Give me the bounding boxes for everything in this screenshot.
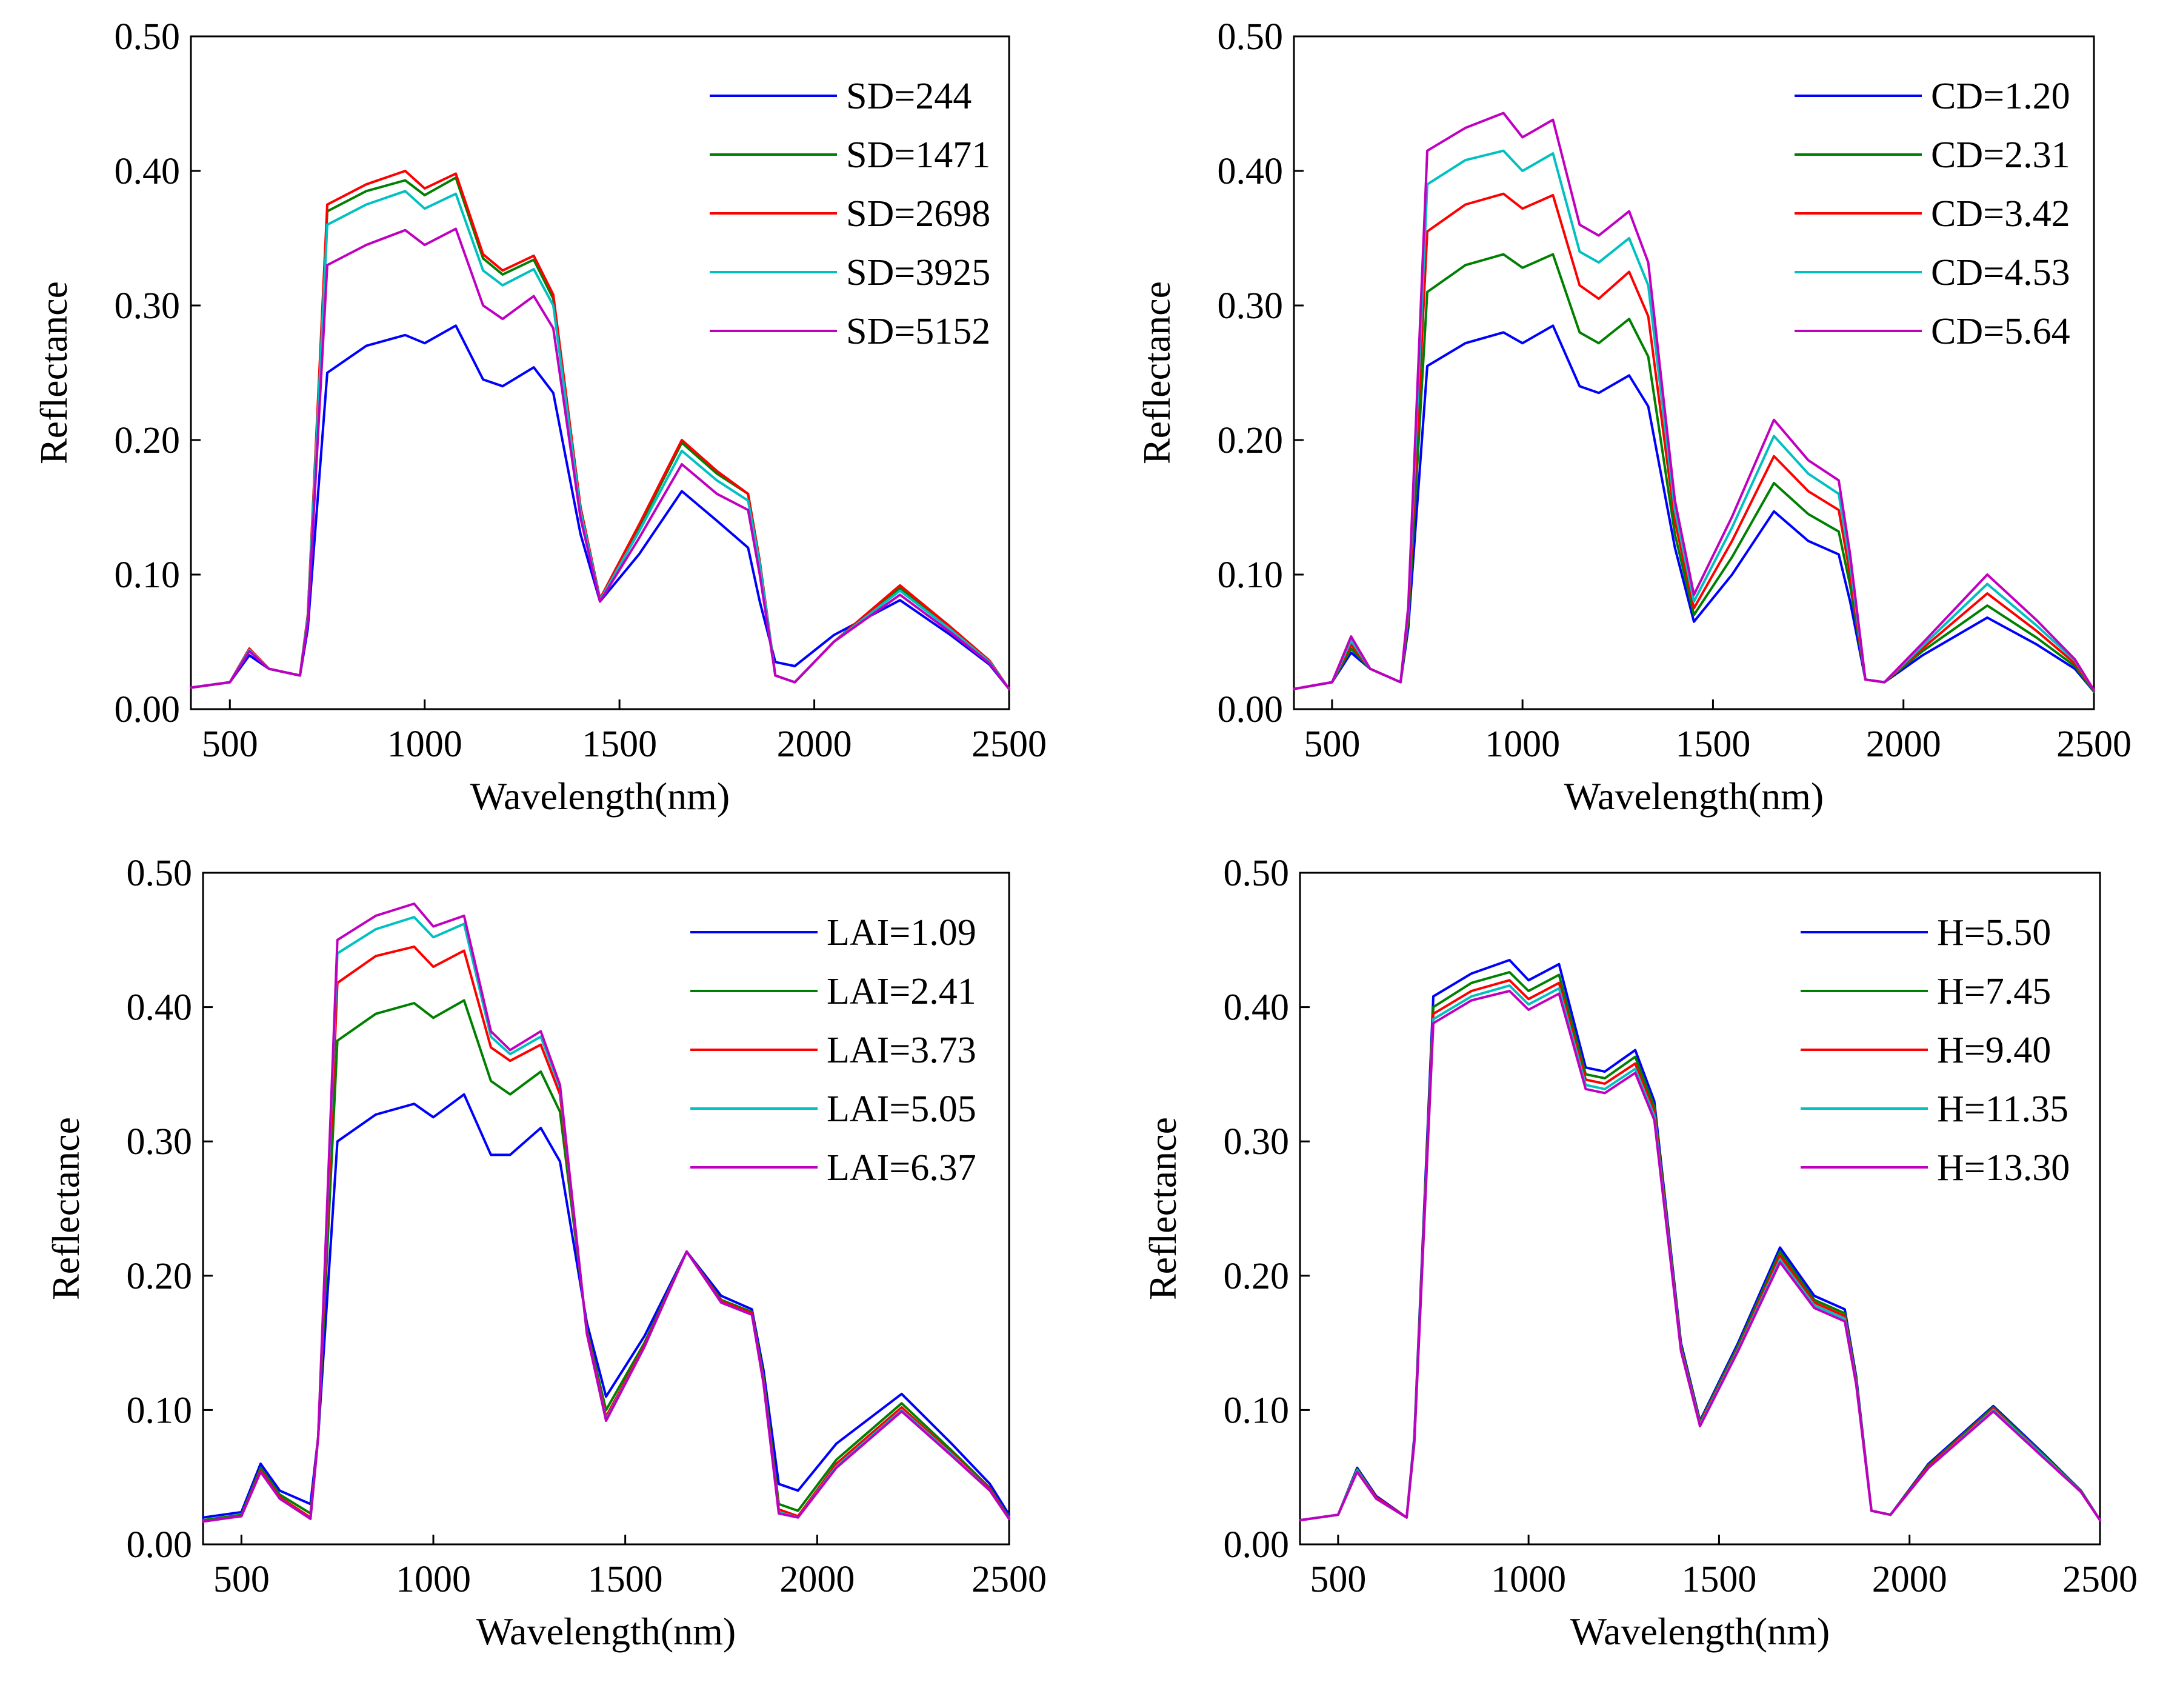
x-tick-label: 2000: [1866, 724, 1941, 765]
legend-label-2: H=7.45: [1937, 971, 2051, 1012]
legend-label-3: LAI=3.73: [827, 1030, 976, 1071]
x-tick-label: 2500: [972, 1559, 1047, 1600]
y-tick-label: 0.00: [127, 1524, 193, 1566]
y-tick-label: 0.50: [1218, 16, 1284, 58]
plot-frame: [1299, 872, 2101, 1546]
legend-label-4: SD=3925: [846, 252, 990, 293]
y-axis-label: Reflectance: [1135, 281, 1178, 464]
y-tick-label: 0.50: [127, 853, 193, 894]
y-tick-label: 0.10: [115, 555, 181, 596]
y-tick-label: 0.20: [1218, 420, 1284, 461]
legend-label-2: LAI=2.41: [827, 971, 976, 1012]
x-axis-label: Wavelength(nm): [1570, 1610, 1830, 1653]
x-tick-label: 1000: [1485, 724, 1560, 765]
x-tick-label: 2000: [779, 1559, 855, 1600]
y-tick-label: 0.00: [115, 689, 181, 730]
legend-label-5: H=13.30: [1937, 1147, 2070, 1189]
chart-panel-3: 500 1000 1500 2000 2500 0.00 0.10 0.20 0.30 0.40 0…: [44, 853, 1047, 1653]
x-tick-label: 1500: [1675, 724, 1750, 765]
legend-label-3: H=9.40: [1937, 1030, 2051, 1071]
legend-label-4: CD=4.53: [1931, 252, 2070, 293]
legend-label-1: H=5.50: [1937, 912, 2051, 953]
legend-label-1: LAI=1.09: [827, 912, 976, 953]
legend-label-1: SD=244: [846, 76, 972, 117]
y-axis-label: Reflectance: [1141, 1117, 1184, 1300]
x-tick-label: 2500: [972, 724, 1047, 765]
legend-label-2: SD=1471: [846, 135, 990, 176]
x-tick-label: 1500: [1681, 1559, 1756, 1600]
y-axis-label: Reflectance: [32, 281, 75, 464]
series-line-3: [190, 170, 1010, 690]
y-tick-label: 0.10: [1224, 1390, 1290, 1431]
x-axis-label: Wavelength(nm): [470, 775, 730, 818]
legend-label-2: CD=2.31: [1931, 135, 2070, 176]
x-axis-label: Wavelength(nm): [476, 1610, 736, 1653]
y-tick-label: 0.10: [127, 1390, 193, 1431]
y-tick-label: 0.50: [115, 16, 181, 58]
y-tick-label: 0.30: [127, 1121, 193, 1163]
legend-label-4: H=11.35: [1937, 1089, 2068, 1130]
legend-label-1: CD=1.20: [1931, 76, 2070, 117]
legend-label-5: SD=5152: [846, 311, 990, 352]
chart-panel-2: 500 1000 1500 2000 2500 0.00 0.10 0.20 0.30 0.40 0…: [1135, 16, 2132, 818]
series-line-5: [1299, 990, 2101, 1522]
y-tick-label: 0.20: [1224, 1256, 1290, 1297]
x-tick-label: 2500: [2062, 1559, 2138, 1600]
y-tick-label: 0.50: [1224, 853, 1290, 894]
chart-panel-1: 500 1000 1500 2000 2500 0.00 0.10 0.20 0.30 0.40 0…: [32, 16, 1047, 818]
x-tick-label: 500: [202, 724, 258, 765]
series-line-5: [1293, 112, 2095, 692]
series-line-5: [190, 227, 1010, 690]
x-tick-label: 1500: [588, 1559, 663, 1600]
x-tick-label: 1000: [1491, 1559, 1566, 1600]
x-tick-label: 2000: [1872, 1559, 1947, 1600]
plot-frame: [1293, 35, 2095, 710]
y-tick-label: 0.30: [115, 285, 181, 327]
legend-label-3: SD=2698: [846, 193, 990, 235]
y-tick-label: 0.40: [1224, 987, 1290, 1029]
y-tick-label: 0.00: [1218, 689, 1284, 730]
y-tick-label: 0.30: [1218, 285, 1284, 327]
y-tick-label: 0.40: [115, 151, 181, 192]
y-tick-label: 0.40: [1218, 151, 1284, 192]
x-tick-label: 2000: [777, 724, 852, 765]
y-tick-label: 0.00: [1224, 1524, 1290, 1566]
y-tick-label: 0.30: [1224, 1121, 1290, 1163]
x-tick-label: 500: [1310, 1559, 1366, 1600]
plot-frame: [202, 872, 1010, 1546]
legend-label-5: CD=5.64: [1931, 311, 2070, 352]
y-tick-label: 0.20: [115, 420, 181, 461]
y-tick-label: 0.40: [127, 987, 193, 1029]
x-tick-label: 1500: [582, 724, 657, 765]
y-tick-label: 0.20: [127, 1256, 193, 1297]
x-tick-label: 1000: [396, 1559, 471, 1600]
x-tick-label: 500: [1304, 724, 1360, 765]
x-tick-label: 1000: [387, 724, 462, 765]
x-axis-label: Wavelength(nm): [1564, 775, 1824, 818]
y-tick-label: 0.10: [1218, 555, 1284, 596]
y-axis-label: Reflectance: [44, 1117, 87, 1300]
series-line-5: [202, 902, 1010, 1523]
x-tick-label: 2500: [2056, 724, 2132, 765]
legend-label-3: CD=3.42: [1931, 193, 2070, 235]
legend-label-4: LAI=5.05: [827, 1089, 976, 1130]
legend-label-5: LAI=6.37: [827, 1147, 976, 1189]
x-tick-label: 500: [213, 1559, 270, 1600]
chart-panel-4: 500 1000 1500 2000 2500 0.00 0.10 0.20 0.30 0.40 0…: [1141, 853, 2138, 1653]
plot-frame: [190, 35, 1010, 710]
